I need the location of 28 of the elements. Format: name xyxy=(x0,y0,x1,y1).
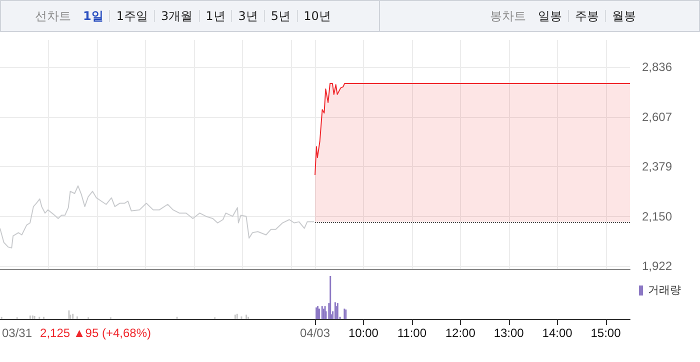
x-tick-label: 10:00 xyxy=(348,326,379,340)
x-tick-label: 13:00 xyxy=(494,326,524,340)
line-series xyxy=(0,185,315,248)
text: 일봉 xyxy=(537,9,563,23)
text: 주봉 xyxy=(568,9,605,23)
text: 선차트 xyxy=(34,9,72,23)
text: 2,125 ▲95 (+4,68%) xyxy=(40,326,151,340)
text: 3개월 xyxy=(154,9,199,23)
x-tick-label: 15:00 xyxy=(590,326,622,340)
x-tick-label: 11:00 xyxy=(397,326,427,340)
text: 03/31 xyxy=(2,326,32,340)
x-tick-label: 14:00 xyxy=(542,326,573,340)
legend-label: 거래량 xyxy=(648,284,681,296)
text: 월봉 xyxy=(605,9,642,23)
text: 10년 xyxy=(296,9,337,23)
y-tick-label: 2,150 xyxy=(642,209,672,224)
text: 1주일 xyxy=(109,9,154,23)
y-tick-label: 1,922 xyxy=(642,259,672,273)
x-tick-label: 12:00 xyxy=(445,326,476,340)
text: 1일 xyxy=(82,9,104,23)
text: 04/03 xyxy=(300,326,330,340)
y-tick-label: 2,607 xyxy=(642,110,672,124)
y-tick-label: 2,379 xyxy=(642,160,672,174)
text: 3년 xyxy=(231,9,264,23)
y-tick-label: 2,836 xyxy=(642,60,672,74)
text: 5년 xyxy=(264,9,297,23)
text: 1년 xyxy=(198,9,232,23)
text: 봉차트 xyxy=(489,9,527,23)
